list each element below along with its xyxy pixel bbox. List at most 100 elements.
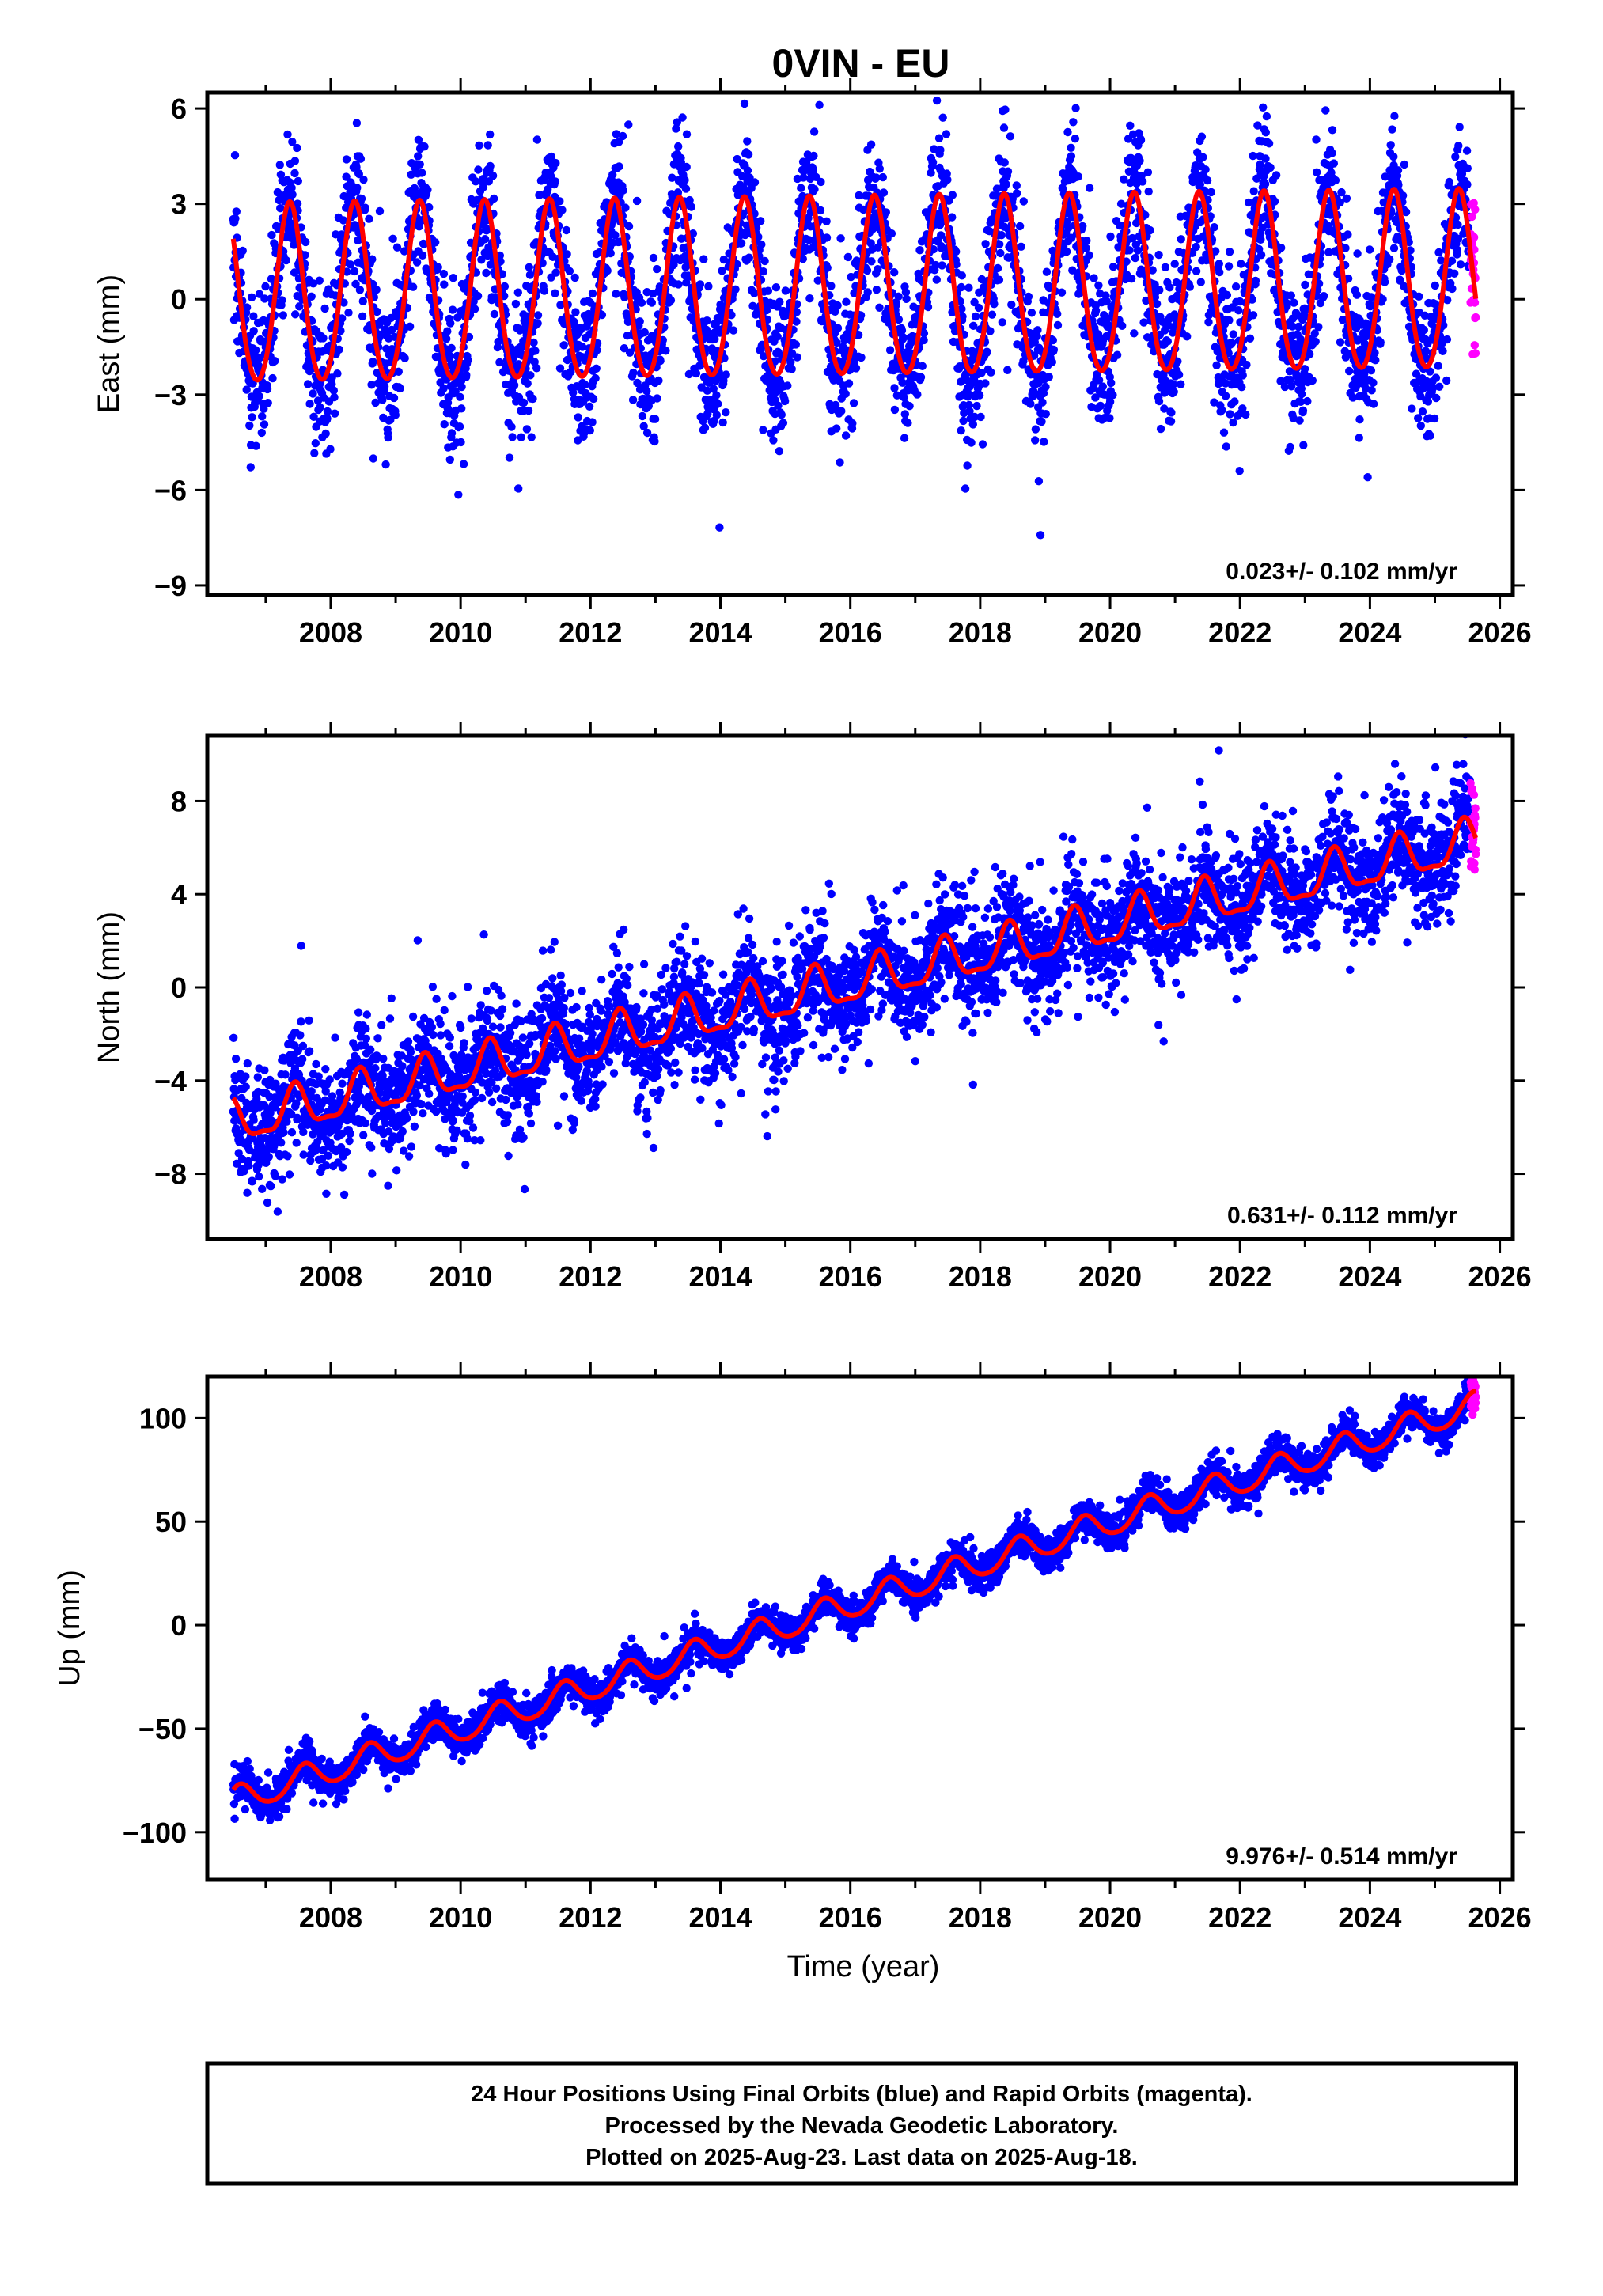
data-point: [805, 294, 814, 303]
data-point: [957, 426, 965, 435]
data-point: [1074, 172, 1083, 181]
data-point: [391, 411, 400, 419]
data-point: [611, 231, 620, 240]
data-point: [593, 346, 601, 354]
data-point: [1146, 225, 1154, 235]
data-point: [1112, 350, 1122, 359]
data-point: [936, 146, 945, 154]
data-point: [523, 379, 532, 388]
data-point: [781, 286, 790, 295]
data-point: [642, 428, 652, 438]
data-point: [700, 423, 710, 432]
data-point: [1203, 176, 1212, 185]
data-point: [771, 283, 781, 292]
data-point: [1435, 382, 1444, 391]
data-point: [455, 422, 464, 431]
data-point: [479, 183, 488, 191]
data-point: [242, 303, 252, 312]
data-point: [902, 294, 911, 303]
data-point: [578, 343, 587, 351]
data-point: [1183, 332, 1192, 341]
data-point: [258, 1184, 267, 1194]
data-point: [309, 412, 318, 421]
data-point: [718, 267, 726, 275]
data-point: [332, 230, 340, 239]
data-point: [633, 378, 642, 388]
data-point: [938, 261, 946, 270]
data-point: [682, 162, 691, 172]
data-point: [847, 272, 855, 282]
data-point: [629, 368, 638, 377]
data-point: [666, 296, 676, 305]
data-point: [890, 268, 899, 277]
data-point: [1343, 230, 1352, 239]
data-point: [299, 1127, 308, 1137]
data-point: [243, 1188, 252, 1197]
data-point: [654, 376, 663, 385]
data-point: [368, 255, 377, 263]
data-point: [1299, 441, 1308, 449]
data-point: [281, 1070, 290, 1079]
data-point: [673, 118, 681, 127]
data-point: [336, 326, 345, 335]
data-point: [1012, 181, 1021, 190]
data-point: [1196, 278, 1206, 286]
data-point: [1090, 274, 1098, 282]
data-point: [330, 392, 339, 402]
data-point: [1260, 180, 1270, 188]
data-point: [923, 302, 933, 312]
data-point: [759, 267, 767, 276]
data-point: [1328, 126, 1337, 135]
data-point: [620, 344, 629, 353]
data-point: [934, 134, 944, 142]
data-point: [1082, 244, 1090, 252]
data-point: [959, 416, 968, 426]
data-point: [592, 364, 601, 373]
data-point: [971, 312, 980, 321]
data-point: [585, 426, 594, 435]
data-point: [1192, 267, 1201, 275]
data-point: [815, 100, 824, 109]
data-point: [1345, 366, 1354, 376]
data-point: [762, 305, 771, 315]
data-point: [760, 256, 769, 266]
data-point: [1298, 406, 1308, 415]
data-point: [362, 1025, 370, 1033]
data-point: [248, 293, 256, 301]
data-point: [887, 229, 896, 238]
data-point: [993, 263, 1002, 273]
data-point: [1237, 260, 1245, 268]
footer-frame: [205, 2061, 1518, 2186]
x-tick-label: 2022: [1208, 616, 1271, 649]
x-tick-label: 2026: [1468, 616, 1532, 649]
data-point: [339, 216, 348, 225]
data-point: [878, 172, 888, 182]
data-point: [1091, 306, 1101, 315]
data-point: [932, 275, 942, 284]
data-point: [695, 280, 705, 289]
data-point: [316, 403, 324, 412]
data-point: [407, 170, 415, 179]
data-point: [232, 207, 241, 216]
data-point: [602, 198, 611, 206]
data-point: [1154, 396, 1164, 406]
data-point: [293, 199, 302, 208]
data-point: [457, 404, 466, 413]
data-point: [551, 268, 560, 277]
data-point: [1002, 180, 1010, 189]
data-point: [797, 184, 805, 192]
data-point: [419, 240, 428, 248]
data-point: [1472, 313, 1480, 322]
data-point: [918, 362, 927, 370]
data-point: [1042, 267, 1052, 276]
data-point: [1135, 157, 1144, 165]
data-point: [624, 120, 633, 129]
y-tick-label: −9: [154, 570, 187, 602]
data-point: [885, 346, 895, 354]
data-point: [1126, 121, 1135, 130]
data-point: [451, 387, 460, 396]
data-point: [1454, 142, 1463, 150]
data-point: [1226, 410, 1234, 419]
data-point: [423, 185, 432, 195]
data-point: [1044, 373, 1054, 381]
